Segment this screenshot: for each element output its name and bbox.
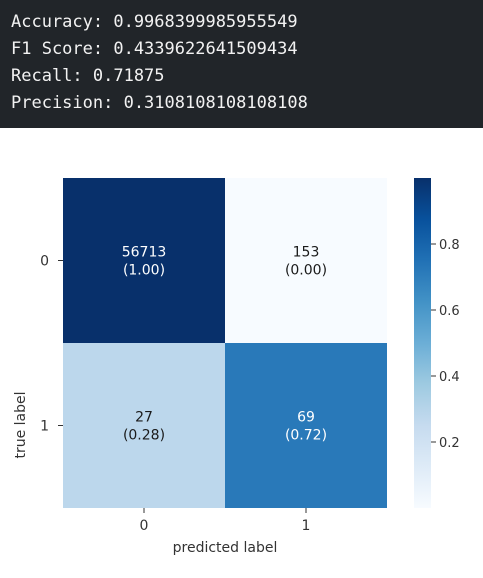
heatmap-cell-1-0 xyxy=(63,343,225,508)
heatmap-cell-0-1 xyxy=(225,178,387,343)
y-tick-label-1: 1 xyxy=(40,419,49,435)
x-tick-label-0: 0 xyxy=(140,518,149,534)
cell-ratio-label-0-1: (0.00) xyxy=(285,263,327,279)
f1-score-line: F1 Score: 0.4339622641509434 xyxy=(11,36,483,63)
colorbar-gradient xyxy=(414,178,431,508)
output-console: Accuracy: 0.9968399985955549 F1 Score: 0… xyxy=(0,0,483,128)
confusion-matrix-figure: 56713 (1.00) 153 (0.00) 27 (0.28) 69 (0.72) 0 1 0… xyxy=(0,128,483,573)
cell-count-label-1-1: 69 xyxy=(297,410,315,426)
colorbar-tick-label-1: 0.4 xyxy=(439,370,460,385)
accuracy-line: Accuracy: 0.9968399985955549 xyxy=(11,9,483,36)
heatmap-cell-1-1 xyxy=(225,343,387,508)
confusion-matrix-chart: 56713 (1.00) 153 (0.00) 27 (0.28) 69 (0.72) 0 1 0… xyxy=(0,128,483,573)
cell-count-label-0-1: 153 xyxy=(293,245,320,261)
heatmap-cells xyxy=(63,178,387,508)
x-axis-label: predicted label xyxy=(173,540,278,556)
cell-count-label-1-0: 27 xyxy=(135,410,153,426)
y-tick-label-0: 0 xyxy=(40,254,49,270)
cell-ratio-label-0-0: (1.00) xyxy=(123,263,165,279)
colorbar: 0.2 0.4 0.6 0.8 xyxy=(414,178,460,508)
cell-ratio-label-1-1: (0.72) xyxy=(285,428,327,444)
cell-ratio-label-1-0: (0.28) xyxy=(123,428,165,444)
heatmap-cell-0-0 xyxy=(63,178,225,343)
y-axis-label: true label xyxy=(13,391,29,458)
recall-line: Recall: 0.71875 xyxy=(11,63,483,90)
colorbar-tick-label-3: 0.8 xyxy=(439,238,460,253)
x-tick-label-1: 1 xyxy=(302,518,311,534)
cell-count-label-0-0: 56713 xyxy=(122,245,167,261)
precision-line: Precision: 0.3108108108108108 xyxy=(11,90,483,117)
colorbar-tick-label-2: 0.6 xyxy=(439,304,460,319)
colorbar-tick-label-0: 0.2 xyxy=(439,436,460,451)
